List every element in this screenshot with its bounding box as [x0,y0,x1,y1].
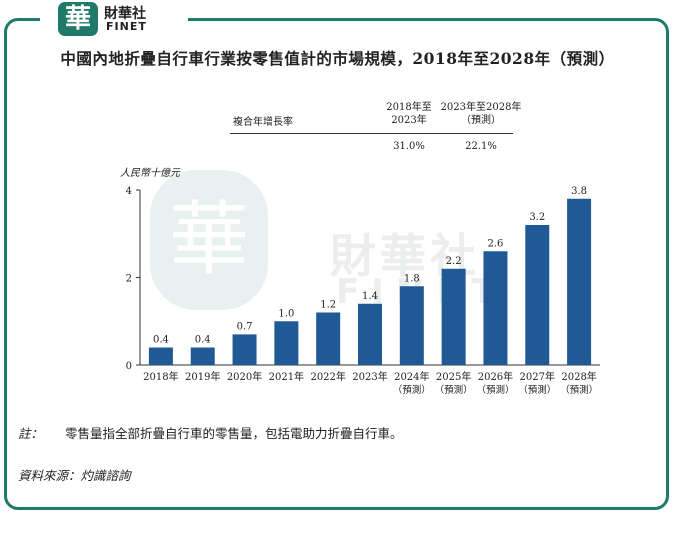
bar [525,225,550,365]
y-tick-label: 2 [126,274,132,285]
x-tick-label: 2027年 [520,370,555,383]
brand-sub: FINET [106,20,147,33]
x-tick-label: 2028年 [561,370,596,383]
x-tick-label: 2021年 [269,370,304,383]
brand-name: 財華社 [104,6,146,22]
x-tick-label: 2024年 [394,370,429,383]
bar-value-label: 3.2 [529,212,545,223]
x-tick-sublabel: （預測） [393,384,431,396]
source-line: 資料來源：灼識諮詢 [18,468,131,483]
brand-logo-icon: 華 [58,2,98,36]
bar-value-label: 1.2 [320,300,336,311]
cagr-divider [230,133,513,134]
y-tick-label: 4 [126,186,132,197]
bar [232,334,257,365]
x-tick-sublabel: （預測） [476,384,514,396]
bar-value-label: 1.8 [404,273,420,284]
x-tick-sublabel: （預測） [518,384,556,396]
cagr-header-2: 2023年至2028年 （預測） [440,102,522,126]
chart-title: 中國內地折疊自行車行業按零售值計的市場規模，2018年至2028年（預測） [60,49,615,68]
bar [441,268,466,365]
x-tick-sublabel: （預測） [435,384,473,396]
bar [399,286,424,365]
x-tick-label: 2025年 [436,370,471,383]
watermark-logo-icon: 華 [150,170,268,310]
x-tick-label: 2022年 [310,370,345,383]
bar-value-label: 0.4 [195,335,211,346]
x-tick-label: 2018年 [143,370,178,383]
footnote-text: 零售量指全部折疊自行車的零售量，包括電助力折疊自行車。 [65,426,403,441]
y-tick-label: 0 [126,361,132,372]
x-tick-label: 2019年 [185,370,220,383]
bar [148,347,173,365]
x-tick-label: 2020年 [227,370,262,383]
bar [274,321,299,365]
cagr-row-label: 複合年增長率 [233,117,293,128]
bar [358,303,382,365]
bar [316,312,341,365]
cagr-value-2: 22.1% [465,141,497,152]
bar-value-label: 0.7 [237,321,253,332]
bar-value-label: 0.4 [153,335,169,346]
bar-value-label: 2.2 [446,256,462,267]
x-tick-sublabel: （預測） [560,384,598,396]
footnote: 註： 零售量指全部折疊自行車的零售量，包括電助力折疊自行車。 [18,423,403,442]
cagr-header-1: 2018年至 2023年 [386,102,432,126]
x-tick-label: 2023年 [352,370,387,383]
bar-value-label: 1.4 [362,291,378,302]
cagr-value-1: 31.0% [393,141,425,152]
bar [190,347,215,365]
bar [567,198,592,365]
bar [483,251,508,365]
footnote-label: 註： [18,426,44,441]
card-frame [4,18,669,510]
bar-value-label: 2.6 [488,238,504,249]
bar-value-label: 1.0 [278,308,294,319]
y-axis-unit-label: 人民幣十億元 [120,168,180,179]
x-tick-label: 2026年 [478,370,513,383]
bar-value-label: 3.8 [571,186,587,197]
